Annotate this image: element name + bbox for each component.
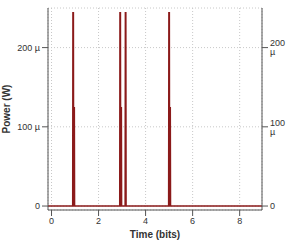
svg-text:Power (W): Power (W)	[8, 85, 12, 134]
svg-text:6: 6	[190, 216, 195, 226]
svg-text:2: 2	[96, 216, 101, 226]
svg-text:100µ: 100µ	[270, 118, 285, 137]
svg-text:200 µ: 200 µ	[17, 43, 40, 53]
svg-text:0: 0	[270, 201, 275, 211]
svg-text:8: 8	[237, 216, 242, 226]
svg-text:0: 0	[49, 216, 54, 226]
svg-text:200µ: 200µ	[270, 38, 285, 57]
svg-text:100 µ: 100 µ	[17, 122, 40, 132]
svg-text:0: 0	[35, 201, 40, 211]
svg-text:Time (bits): Time (bits)	[130, 229, 180, 240]
svg-text:4: 4	[143, 216, 148, 226]
